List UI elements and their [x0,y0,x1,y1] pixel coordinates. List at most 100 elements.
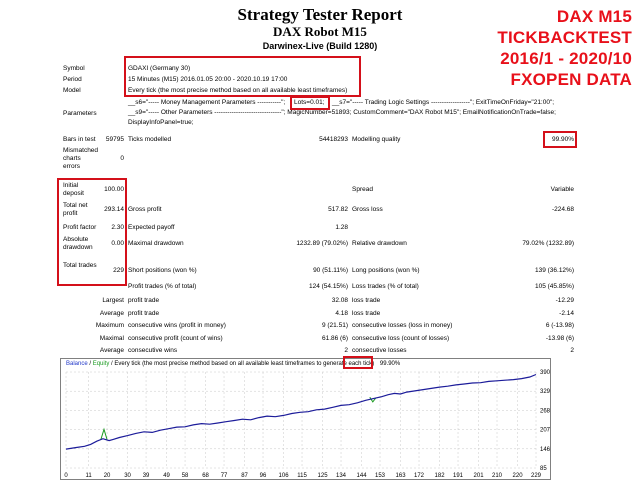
max-cons-losses-value: 6 (-13.98) [545,322,574,329]
period-label: Period [63,76,82,83]
x-tick-label: 115 [297,473,307,479]
chart-frame [60,358,551,480]
avg-cons-losses-value: 2 [570,347,574,354]
avg-profit-value: 4.18 [335,310,348,317]
avg-cons-losses-label: consecutive losses [352,347,407,354]
x-tick-label: 172 [414,473,425,479]
largest-label: Largest [102,297,124,304]
abs-drawdown-value: 0.00 [111,240,124,247]
chart-x-ticks: 0 11 20 30 39 49 58 68 77 87 96 106 115 125 134 144 153 1… [64,473,541,479]
key-stats-highlight-box [57,178,127,286]
caption-sep: / [87,361,93,367]
x-tick-label: 201 [474,473,485,479]
profit-factor-value: 2.30 [111,224,124,231]
loss-trades-label: Loss trades (% of total) [352,283,419,290]
x-tick-label: 20 [104,473,111,479]
max-cons-wins-value: 9 (21.51) [321,322,348,329]
chart-quality-highlight-box [343,356,373,369]
equity-spike [100,427,108,440]
x-tick-label: 11 [85,473,92,479]
x-tick-label: 58 [182,473,189,479]
profit-factor-label: Profit factor [63,224,97,231]
abs-drawdown-label: Absolute drawdown [63,236,93,251]
x-tick-label: 191 [453,473,464,479]
y-tick-label: 85 [540,466,547,472]
params-line1-b: __s7="----- Trading Logic Settings -----… [332,99,555,106]
average-label: Average [99,310,124,317]
model-label: Model [63,87,81,94]
overlay-line-4: FXOPEN DATA [510,70,632,89]
gross-profit-value: 517.82 [328,206,348,213]
x-tick-label: 210 [492,473,503,479]
maximal-cons-loss-value: -13.98 (6) [545,335,574,342]
overlay-line-3: 2016/1 - 2020/10 [500,49,632,68]
expected-payoff-label: Expected payoff [128,224,175,231]
robot-title: DAX Robot M15 [273,24,367,39]
avg-loss-label: loss trade [352,310,381,317]
x-tick-label: 68 [202,473,209,479]
gross-loss-value: -224.68 [551,206,574,213]
mismatched-label: Mismatched charts errors [63,147,99,170]
initial-deposit-label: Initial deposit [63,182,84,197]
initial-deposit-value: 100.00 [104,186,124,193]
ticks-value: 54418293 [319,136,348,143]
net-profit-label: Total net profit [63,202,88,217]
overlay-line-2: TICKBACKTEST [497,28,632,47]
largest-profit-value: 32.08 [331,297,348,304]
avg-loss-value: -2.14 [559,310,574,317]
params-line2: __s9="----- Other Parameters -----------… [128,109,556,116]
balance-line [65,373,537,450]
ticks-label: Ticks modelled [128,136,172,143]
bars-label: Bars in test [63,136,96,143]
average2-label: Average [99,347,124,354]
balance-chart: 85 146 207 268 329 390 0 11 20 30 39 49 58 68 77 87 96 1… [60,358,551,480]
x-tick-label: 163 [396,473,407,479]
x-tick-label: 30 [124,473,131,479]
x-tick-label: 39 [143,473,150,479]
parameters-label: Parameters [63,110,97,117]
gross-loss-label: Gross loss [352,206,383,213]
net-profit-value: 293.14 [104,206,124,213]
short-label: Short positions (won %) [128,267,197,274]
spread-label: Spread [352,186,373,193]
params-lots: Lots=0.01; [294,99,325,106]
loss-trades-value: 105 (45.85%) [534,283,574,290]
maximal-label: Maximal [99,335,124,342]
max-cons-wins-label: consecutive wins (profit in money) [128,322,226,329]
x-tick-label: 134 [336,473,347,479]
x-tick-label: 106 [279,473,290,479]
mismatched-value: 0 [120,155,124,162]
rel-drawdown-value: 79.02% (1232.89) [522,240,574,247]
y-tick-label: 329 [540,389,551,395]
x-tick-label: 153 [375,473,386,479]
long-value: 139 (36.12%) [534,267,574,274]
overlay-line-1: DAX M15 [556,7,632,26]
avg-cons-wins-value: 2 [344,347,348,354]
chart-series [65,373,537,450]
y-tick-label: 146 [540,447,551,453]
total-trades-label: Total trades [63,262,97,269]
short-value: 90 (51.11%) [313,267,348,274]
x-tick-label: 125 [318,473,329,479]
chart-caption: Balance / Equity / Every tick (the most … [66,360,400,368]
gross-profit-label: Gross profit [128,206,162,213]
profit-trades-label: Profit trades (% of total) [128,283,197,290]
x-tick-label: 229 [531,473,542,479]
x-tick-label: 182 [435,473,446,479]
caption-rest: / Every tick (the most precise method ba… [109,361,375,367]
largest-loss-value: -12.29 [555,297,574,304]
caption-quality: 99.90% [379,361,401,367]
maximum-label: Maximum [95,322,124,329]
x-tick-label: 87 [241,473,248,479]
maximal-cons-loss-label: consecutive loss (count of losses) [352,335,450,342]
spread-value: Variable [550,186,574,193]
y-tick-label: 207 [540,428,551,434]
x-tick-label: 220 [513,473,524,479]
caption-equity: Equity [92,361,110,367]
quality-highlight-box [543,131,577,148]
report-title: Strategy Tester Report [237,5,403,24]
x-tick-label: 144 [357,473,368,479]
max-drawdown-value: 1232.89 (79.02%) [296,240,348,247]
params-line1-a: __s6="----- Money Management Parameters … [128,99,286,106]
total-trades-value: 229 [113,267,124,274]
